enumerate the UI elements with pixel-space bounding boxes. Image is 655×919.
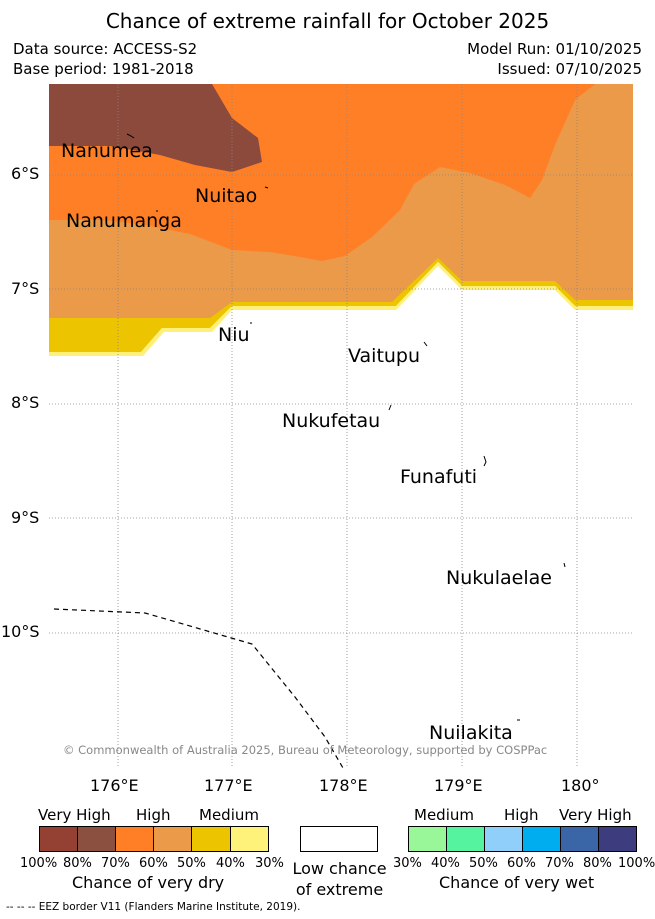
- lon-label: 180°: [561, 776, 600, 795]
- dry-pct-tick: 100%: [20, 856, 58, 871]
- lat-label: 8°S: [11, 393, 40, 412]
- dry-swatch: [153, 826, 192, 852]
- island-label-nanumanga: Nanumanga: [66, 210, 182, 232]
- wet-pct-tick: 100%: [618, 856, 655, 871]
- dry-pct-tick: 70%: [101, 856, 130, 871]
- lat-label: 10°S: [1, 622, 40, 641]
- dry-swatch: [115, 826, 154, 852]
- dry-pct-tick: 80%: [63, 856, 92, 871]
- low-chance-swatch: [300, 826, 378, 852]
- wet-category-high: High: [504, 806, 539, 824]
- dry-legend-title: Chance of very dry: [72, 873, 225, 892]
- base-period-text: Base period: 1981-2018: [13, 60, 194, 78]
- island-label-nukufetau: Nukufetau: [282, 410, 381, 432]
- eez-footnote: -- -- -- EEZ border V11 (Flanders Marine…: [6, 901, 301, 913]
- lat-label: 7°S: [11, 279, 40, 298]
- low-dry-edge: [49, 262, 633, 356]
- island-label-nanumea: Nanumea: [61, 140, 153, 162]
- wet-swatch: [522, 826, 561, 852]
- wet-pct-tick: 30%: [393, 856, 422, 871]
- wet-swatch: [598, 826, 637, 852]
- lon-label: 176°E: [90, 776, 139, 795]
- wet-pct-tick: 50%: [469, 856, 498, 871]
- wet-pct-tick: 80%: [583, 856, 612, 871]
- dry-pct-tick: 40%: [216, 856, 245, 871]
- lon-label: 179°E: [434, 776, 483, 795]
- wet-swatch: [484, 826, 523, 852]
- dry-category-very-high: Very High: [38, 806, 111, 824]
- island-label-nuitao: Nuitao: [195, 185, 258, 207]
- copyright-text: © Commonwealth of Australia 2025, Bureau…: [63, 743, 548, 757]
- very-high-dry-region: [49, 84, 262, 172]
- low-chance-title-line2: of extreme: [295, 880, 384, 899]
- dry-category-high: High: [136, 806, 171, 824]
- dry-category-medium: Medium: [199, 806, 259, 824]
- wet-category-very-high: Very High: [559, 806, 632, 824]
- issued-text: Issued: 07/10/2025: [497, 60, 642, 78]
- eez-border: [53, 608, 344, 768]
- model-run-text: Model Run: 01/10/2025: [467, 40, 642, 58]
- dry-swatch: [39, 826, 78, 852]
- dry-pct-tick: 60%: [139, 856, 168, 871]
- dry-pct-tick: 30%: [255, 856, 284, 871]
- island-label-vaitupu: Vaitupu: [348, 345, 421, 367]
- dry-swatch: [191, 826, 231, 852]
- dry-swatch: [230, 826, 269, 852]
- page-title: Chance of extreme rainfall for October 2…: [105, 9, 550, 33]
- island-label-niu: Niu: [218, 324, 250, 346]
- wet-pct-tick: 40%: [431, 856, 460, 871]
- wet-pct-tick: 70%: [545, 856, 574, 871]
- wet-category-medium: Medium: [414, 806, 474, 824]
- island-label-nuilakita: Nuilakita: [429, 722, 513, 744]
- island-label-funafuti: Funafuti: [400, 466, 478, 488]
- island-label-nukulaelae: Nukulaelae: [446, 567, 552, 589]
- low-chance-title-line1: Low chance: [292, 859, 387, 878]
- lat-label: 6°S: [11, 164, 40, 183]
- islands: [126, 133, 566, 721]
- lon-label: 178°E: [319, 776, 368, 795]
- wet-legend-title: Chance of very wet: [439, 873, 595, 892]
- wet-swatch: [560, 826, 599, 852]
- graticule: [49, 84, 633, 768]
- data-source-text: Data source: ACCESS-S2: [13, 40, 198, 58]
- dry-pct-tick: 50%: [177, 856, 206, 871]
- wet-swatch: [408, 826, 447, 852]
- wet-swatch: [446, 826, 485, 852]
- wet-pct-tick: 60%: [507, 856, 536, 871]
- lon-label: 177°E: [204, 776, 253, 795]
- dry-swatch: [77, 826, 116, 852]
- lat-label: 9°S: [11, 508, 40, 527]
